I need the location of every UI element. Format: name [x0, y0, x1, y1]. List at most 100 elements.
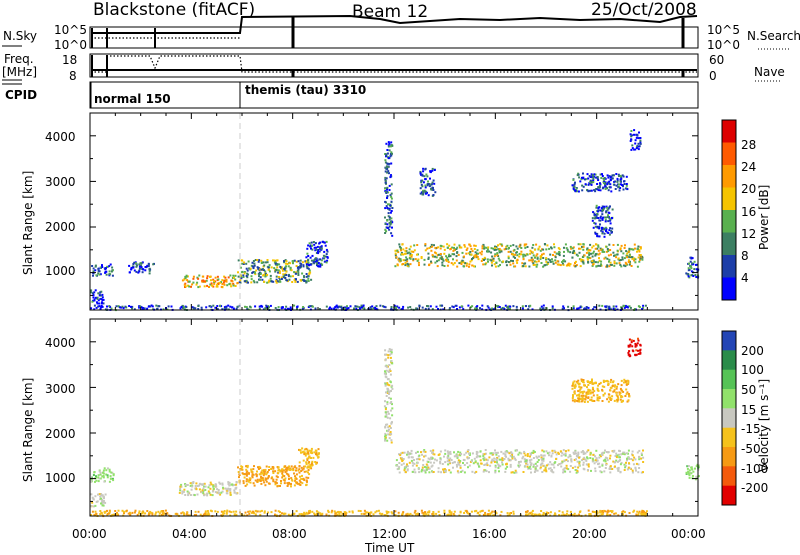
velocity-cell — [537, 459, 540, 461]
power-cell — [525, 305, 527, 307]
power-cell — [641, 307, 644, 310]
power-cb-tick-4: 4 — [741, 271, 749, 285]
power-cell — [158, 305, 161, 308]
power-cell — [591, 174, 594, 177]
velocity-cell — [486, 464, 489, 467]
power-cell — [325, 240, 328, 243]
power-cell — [577, 190, 580, 193]
power-colorbar-swatch — [722, 277, 736, 301]
power-cell — [617, 185, 620, 188]
power-cell — [150, 304, 153, 307]
velocity-cell — [198, 484, 201, 487]
velocity-cell — [548, 454, 550, 457]
velocity-cell — [615, 456, 618, 459]
power-cell — [211, 284, 214, 287]
power-cell — [395, 306, 397, 309]
power-cell — [532, 262, 535, 265]
velocity-cell — [616, 400, 619, 403]
velocity-cell — [578, 382, 581, 385]
power-cell — [142, 268, 145, 271]
velocity-cell — [439, 457, 442, 460]
power-cell — [614, 188, 617, 190]
power-cell — [597, 244, 600, 247]
power-cell — [93, 291, 96, 294]
velocity-cell — [625, 452, 628, 455]
velocity-cell — [215, 485, 218, 488]
velocity-cell — [336, 514, 339, 516]
power-cell — [605, 228, 608, 231]
velocity-cell — [577, 397, 580, 400]
velocity-cell — [428, 471, 431, 474]
velocity-cell — [455, 463, 458, 466]
velocity-cell — [401, 460, 404, 462]
velocity-cell — [512, 455, 515, 458]
power-cell — [579, 247, 582, 250]
velocity-cell — [389, 409, 392, 412]
power-cell — [324, 255, 327, 258]
power-cell — [293, 279, 296, 281]
power-cell — [581, 260, 584, 263]
freq-panel — [2, 53, 780, 82]
velocity-cell — [109, 475, 112, 478]
power-cell — [262, 273, 265, 276]
velocity-cell — [627, 353, 630, 356]
power-cell — [631, 257, 634, 260]
power-cell — [498, 306, 501, 308]
power-cell — [147, 265, 150, 268]
power-cell — [385, 226, 388, 229]
power-cell — [133, 269, 136, 272]
power-cell — [589, 179, 592, 182]
velocity-cell — [214, 510, 217, 513]
velocity-cell — [635, 349, 638, 352]
power-cell — [594, 190, 597, 193]
velocity-cell — [572, 395, 574, 398]
power-cell — [103, 267, 106, 270]
velocity-cell — [586, 469, 589, 471]
velocity-cell — [523, 450, 526, 453]
power-cell — [582, 255, 585, 258]
velocity-cell — [578, 393, 581, 396]
velocity-cell — [261, 477, 264, 479]
velocity-cell — [275, 514, 278, 517]
power-cell — [267, 266, 270, 269]
power-cell — [605, 230, 607, 232]
power-cell — [238, 281, 241, 284]
power-cell — [601, 173, 603, 176]
power-cell — [545, 258, 547, 261]
power-cell — [601, 187, 604, 190]
velocity-cell — [272, 478, 275, 481]
velocity-cell — [396, 468, 399, 471]
velocity-cell — [389, 402, 392, 405]
velocity-cell — [581, 390, 584, 393]
velocity-cell — [506, 451, 509, 454]
velocity-cell — [285, 469, 288, 472]
velocity-cell — [459, 466, 462, 469]
velocity-cell — [389, 380, 392, 383]
power-cell — [592, 211, 595, 214]
velocity-cell — [480, 462, 483, 465]
power-cell — [130, 267, 133, 270]
velocity-cell — [384, 365, 387, 368]
velocity-cell — [457, 471, 460, 474]
velocity-cell — [567, 514, 570, 517]
power-cell — [618, 262, 621, 265]
power-cell — [257, 272, 260, 275]
velocity-cell — [567, 468, 570, 471]
velocity-cell — [427, 466, 430, 469]
velocity-cell — [227, 481, 230, 484]
power-cell — [224, 276, 227, 279]
power-cell — [243, 261, 245, 264]
velocity-cell — [422, 512, 425, 515]
velocity-cell — [602, 511, 605, 514]
power-cell — [561, 307, 564, 310]
power-cell — [413, 244, 416, 247]
power-cell — [487, 260, 489, 263]
power-cell — [639, 255, 642, 258]
velocity-cell — [302, 459, 305, 462]
power-cell — [96, 296, 99, 299]
velocity-cell — [482, 457, 485, 460]
velocity-cell — [606, 457, 609, 460]
velocity-cell — [426, 464, 429, 467]
power-cell — [274, 270, 277, 273]
velocity-cell — [97, 493, 99, 496]
